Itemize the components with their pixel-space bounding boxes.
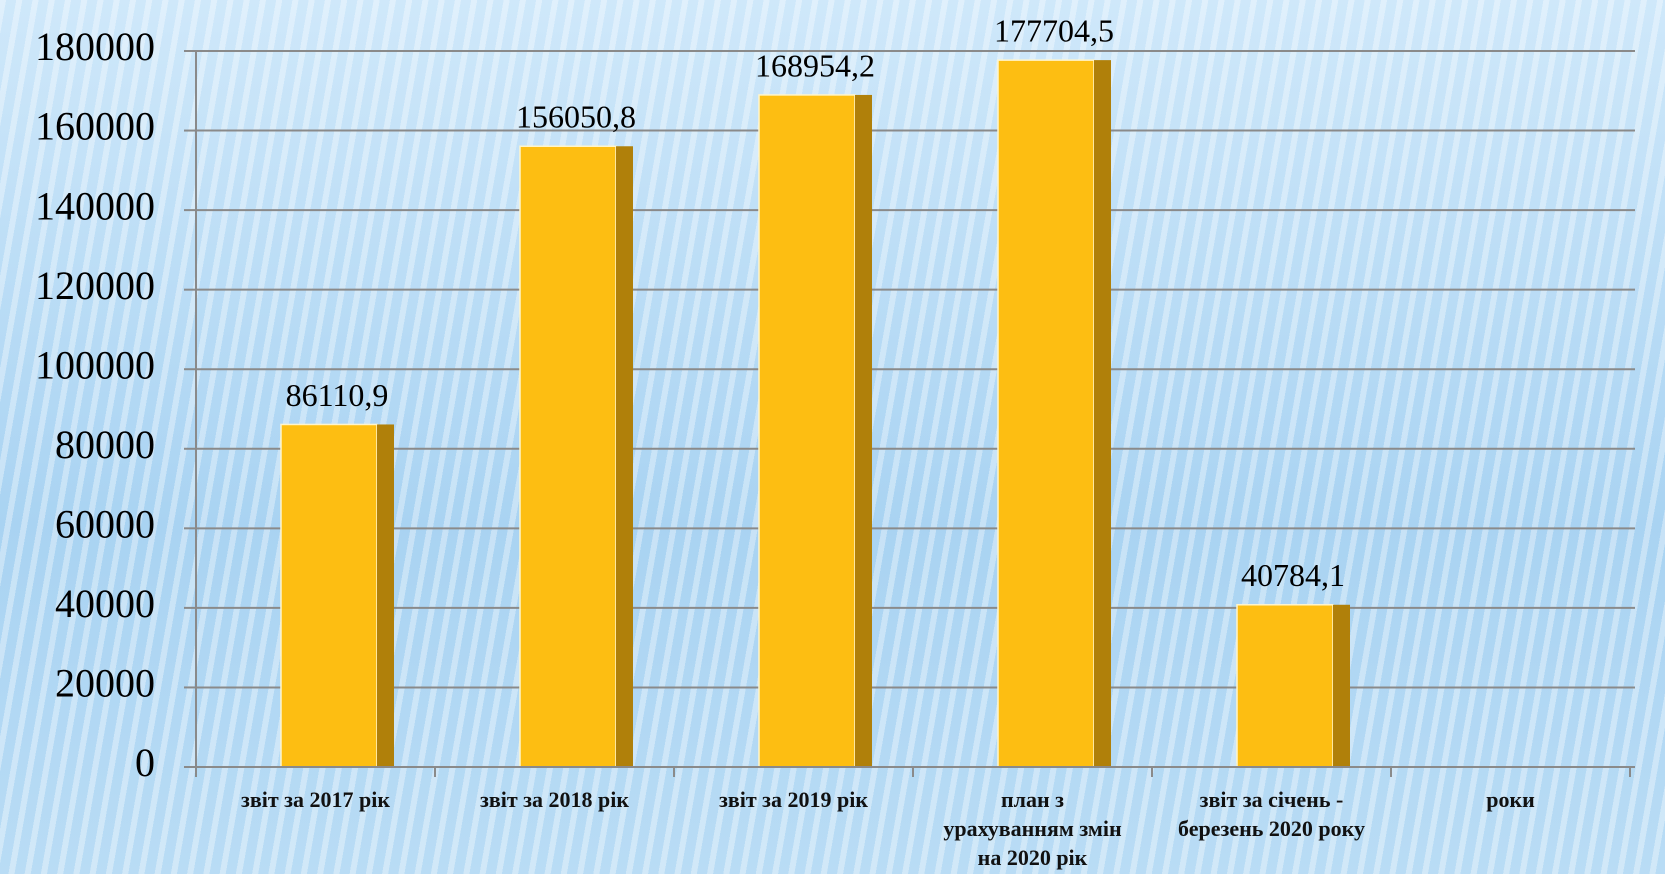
- bar-side: [855, 94, 872, 767]
- x-tick-label: роки: [1486, 787, 1535, 812]
- bar-side: [616, 146, 633, 768]
- bar-side: [1333, 604, 1350, 767]
- value-label: 168954,2: [755, 47, 875, 83]
- y-tick-label: 40000: [55, 581, 155, 626]
- y-tick-label: 0: [135, 740, 155, 785]
- bar: [519, 145, 617, 768]
- value-label: 40784,1: [1241, 557, 1345, 593]
- x-tick-label: звіт за 2019 рік: [718, 787, 868, 812]
- value-label: 156050,8: [516, 99, 636, 135]
- y-tick-label: 80000: [55, 422, 155, 467]
- bar: [997, 59, 1095, 768]
- bar: [280, 423, 378, 768]
- y-tick-label: 120000: [35, 263, 155, 308]
- bar-side: [1094, 60, 1111, 768]
- y-tick-label: 20000: [55, 661, 155, 706]
- x-tick-label: план з урахуванням змін на 2020 рік: [943, 787, 1122, 870]
- value-label: 177704,5: [994, 12, 1114, 48]
- bar: [758, 94, 856, 768]
- y-tick-label: 160000: [35, 104, 155, 149]
- y-tick-label: 140000: [35, 183, 155, 228]
- y-tick-label: 180000: [35, 24, 155, 69]
- bar-side: [377, 424, 394, 767]
- x-tick-label: звіт за січень - березень 2020 року: [1178, 787, 1365, 841]
- x-tick-label: звіт за 2017 рік: [240, 787, 390, 812]
- x-tick-label: звіт за 2018 рік: [479, 787, 629, 812]
- y-tick-label: 60000: [55, 502, 155, 547]
- y-tick-label: 100000: [35, 342, 155, 387]
- bar: [1236, 604, 1334, 768]
- value-label: 86110,9: [286, 377, 389, 413]
